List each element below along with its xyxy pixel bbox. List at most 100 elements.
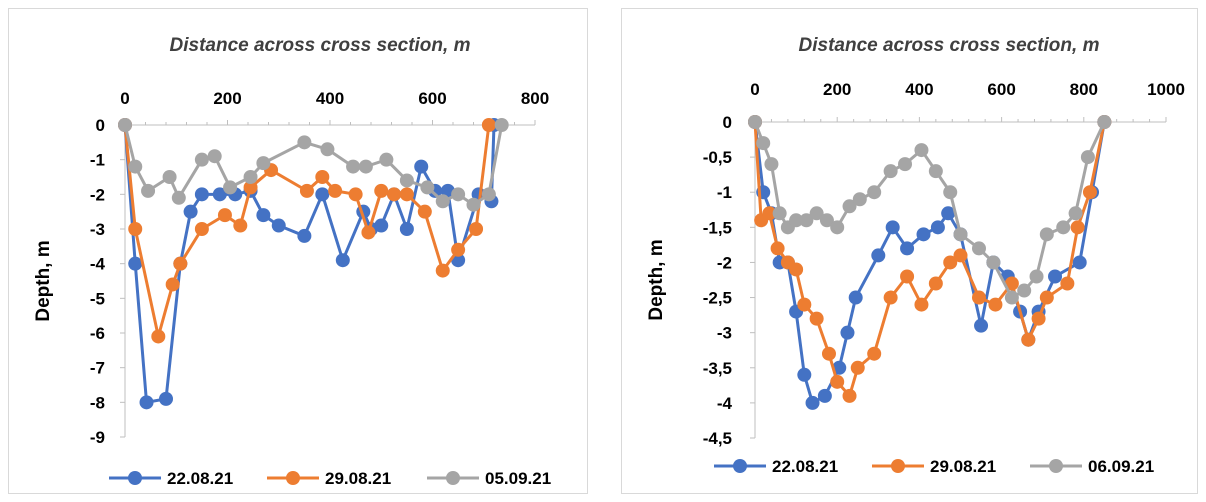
data-point (451, 187, 466, 202)
data-point (842, 199, 857, 214)
legend-marker-2 (1049, 459, 1063, 473)
data-point (297, 135, 312, 150)
x-tick-label: 0 (750, 80, 759, 99)
data-point (986, 255, 1001, 270)
data-point (974, 318, 989, 333)
data-point (183, 204, 198, 219)
legend-marker-0 (733, 459, 747, 473)
data-point (928, 164, 943, 179)
y-tick-label: -4 (90, 255, 106, 274)
data-point (871, 248, 886, 263)
data-point (194, 152, 209, 167)
data-point (797, 297, 812, 312)
y-tick-label: -2 (90, 185, 105, 204)
data-point (315, 187, 330, 202)
data-point (1031, 311, 1046, 326)
data-point (850, 360, 865, 375)
data-point (916, 227, 931, 242)
data-point (212, 187, 227, 202)
y-tick-label: -2,5 (703, 289, 732, 308)
y-tick-label: -2 (717, 253, 732, 272)
data-point (358, 159, 373, 174)
data-point (789, 213, 804, 228)
y-tick-label: -4,5 (703, 429, 732, 448)
data-point (832, 360, 847, 375)
data-point (1080, 150, 1095, 165)
data-point (481, 118, 496, 132)
x-tick-label: 600 (418, 89, 446, 108)
data-point (867, 185, 882, 200)
data-point (756, 136, 771, 151)
data-point (930, 220, 945, 235)
data-point (819, 213, 834, 228)
data-point (1029, 269, 1044, 284)
legend-label-1: 29.08.21 (930, 457, 996, 476)
data-point (805, 395, 820, 410)
y-axis-label: Depth, m (646, 239, 667, 320)
data-point (1072, 255, 1087, 270)
data-point (139, 395, 154, 410)
data-point (335, 253, 350, 268)
data-point (256, 156, 271, 171)
y-tick-label: -1,5 (703, 218, 732, 237)
data-point (171, 190, 186, 205)
data-point (162, 170, 177, 184)
data-point (233, 218, 248, 233)
data-point (243, 170, 258, 184)
data-point (379, 152, 394, 167)
data-point (299, 183, 314, 198)
data-point (481, 187, 496, 202)
x-tick-label: 400 (316, 89, 344, 108)
data-point (842, 388, 857, 403)
data-point (328, 183, 343, 198)
data-point (809, 311, 824, 326)
data-point (399, 187, 414, 202)
data-point (128, 159, 143, 174)
x-tick-label: 800 (1070, 80, 1098, 99)
y-tick-label: -7 (90, 359, 105, 378)
data-point (1097, 115, 1112, 129)
y-tick-label: -9 (90, 428, 105, 447)
data-point (417, 204, 432, 219)
x-tick-label: 200 (213, 89, 241, 108)
data-point (128, 222, 143, 236)
y-tick-label: -1 (717, 183, 732, 202)
x-tick-label: 800 (521, 89, 549, 108)
x-tick-label: 0 (120, 89, 129, 108)
legend-marker-1 (286, 471, 300, 485)
data-point (1017, 283, 1032, 298)
data-point (374, 183, 389, 198)
data-point (943, 185, 958, 200)
data-point (1056, 220, 1071, 235)
data-point (941, 206, 956, 221)
legend-marker-0 (128, 471, 142, 485)
legend-label-2: 06.09.21 (1088, 457, 1154, 476)
data-point (420, 180, 435, 195)
data-point (399, 173, 414, 188)
data-point (830, 374, 845, 389)
data-point (315, 170, 330, 184)
chart-left: Distance across cross section, m Depth, m… (33, 35, 551, 488)
data-point (1004, 290, 1019, 305)
legend-label-2: 05.09.21 (485, 469, 551, 488)
data-point (387, 187, 402, 202)
legend-label-0: 22.08.21 (167, 469, 233, 488)
legend-label-0: 22.08.21 (772, 457, 838, 476)
data-point (207, 149, 222, 164)
data-point (1021, 332, 1036, 347)
data-point (159, 391, 173, 406)
data-point (797, 367, 812, 382)
x-tick-label: 600 (987, 80, 1015, 99)
data-point (772, 206, 787, 221)
data-point (194, 187, 209, 202)
data-point (762, 206, 777, 221)
data-point (914, 143, 929, 158)
data-point (898, 157, 913, 172)
data-point (128, 256, 143, 271)
chart-title: Distance across cross section, m (799, 35, 1100, 56)
legend-marker-1 (891, 459, 905, 473)
data-point (1039, 290, 1054, 305)
data-point (271, 218, 286, 233)
data-point (764, 157, 779, 172)
x-tick-label: 1000 (1147, 80, 1185, 99)
